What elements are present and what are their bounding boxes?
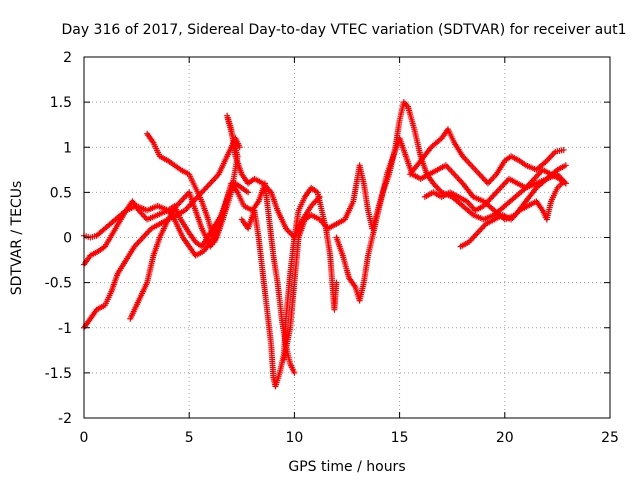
y-tick-label: -2 <box>58 411 72 427</box>
data-point <box>560 146 567 153</box>
series-sat-c <box>81 135 243 331</box>
x-tick-label: 20 <box>496 430 514 446</box>
data-point <box>562 162 569 169</box>
x-axis-label: GPS time / hours <box>288 459 405 475</box>
y-tick-label: 1 <box>63 140 72 156</box>
y-tick-label: 1.5 <box>50 95 72 111</box>
y-tick-label: -1 <box>58 321 72 337</box>
y-tick-label: -1.5 <box>45 366 72 382</box>
data-point <box>245 189 252 196</box>
data-point <box>291 369 298 376</box>
data-point <box>236 144 243 151</box>
y-tick-label: 0.5 <box>50 185 72 201</box>
y-tick-label: 2 <box>63 50 72 66</box>
data-points <box>81 99 569 390</box>
series-sat-j <box>421 166 569 214</box>
data-point <box>333 279 340 286</box>
series-sat-k <box>457 178 567 250</box>
series-sat-i <box>407 126 567 187</box>
series-sat-h <box>333 135 569 304</box>
y-tick-label: 0 <box>63 231 72 247</box>
grid <box>84 57 610 418</box>
series-sat-f <box>238 184 340 390</box>
y-axis-label: SDTVAR / TECUs <box>9 181 25 296</box>
x-tick-label: 25 <box>601 430 619 446</box>
y-tick-label: -0.5 <box>45 276 72 292</box>
x-tick-label: 5 <box>185 430 194 446</box>
chart-title: Day 316 of 2017, Sidereal Day-to-day VTE… <box>61 22 626 38</box>
x-tick-label: 15 <box>391 430 409 446</box>
series-sat-e <box>144 130 298 376</box>
x-tick-label: 0 <box>80 430 89 446</box>
x-tick-label: 10 <box>285 430 303 446</box>
plot-frame <box>83 56 611 419</box>
axes: 0 5 10 15 20 25 -2 -1.5 -1 -0.5 0 0.5 1 1.5 2 <box>45 50 619 446</box>
data-point <box>560 178 567 185</box>
